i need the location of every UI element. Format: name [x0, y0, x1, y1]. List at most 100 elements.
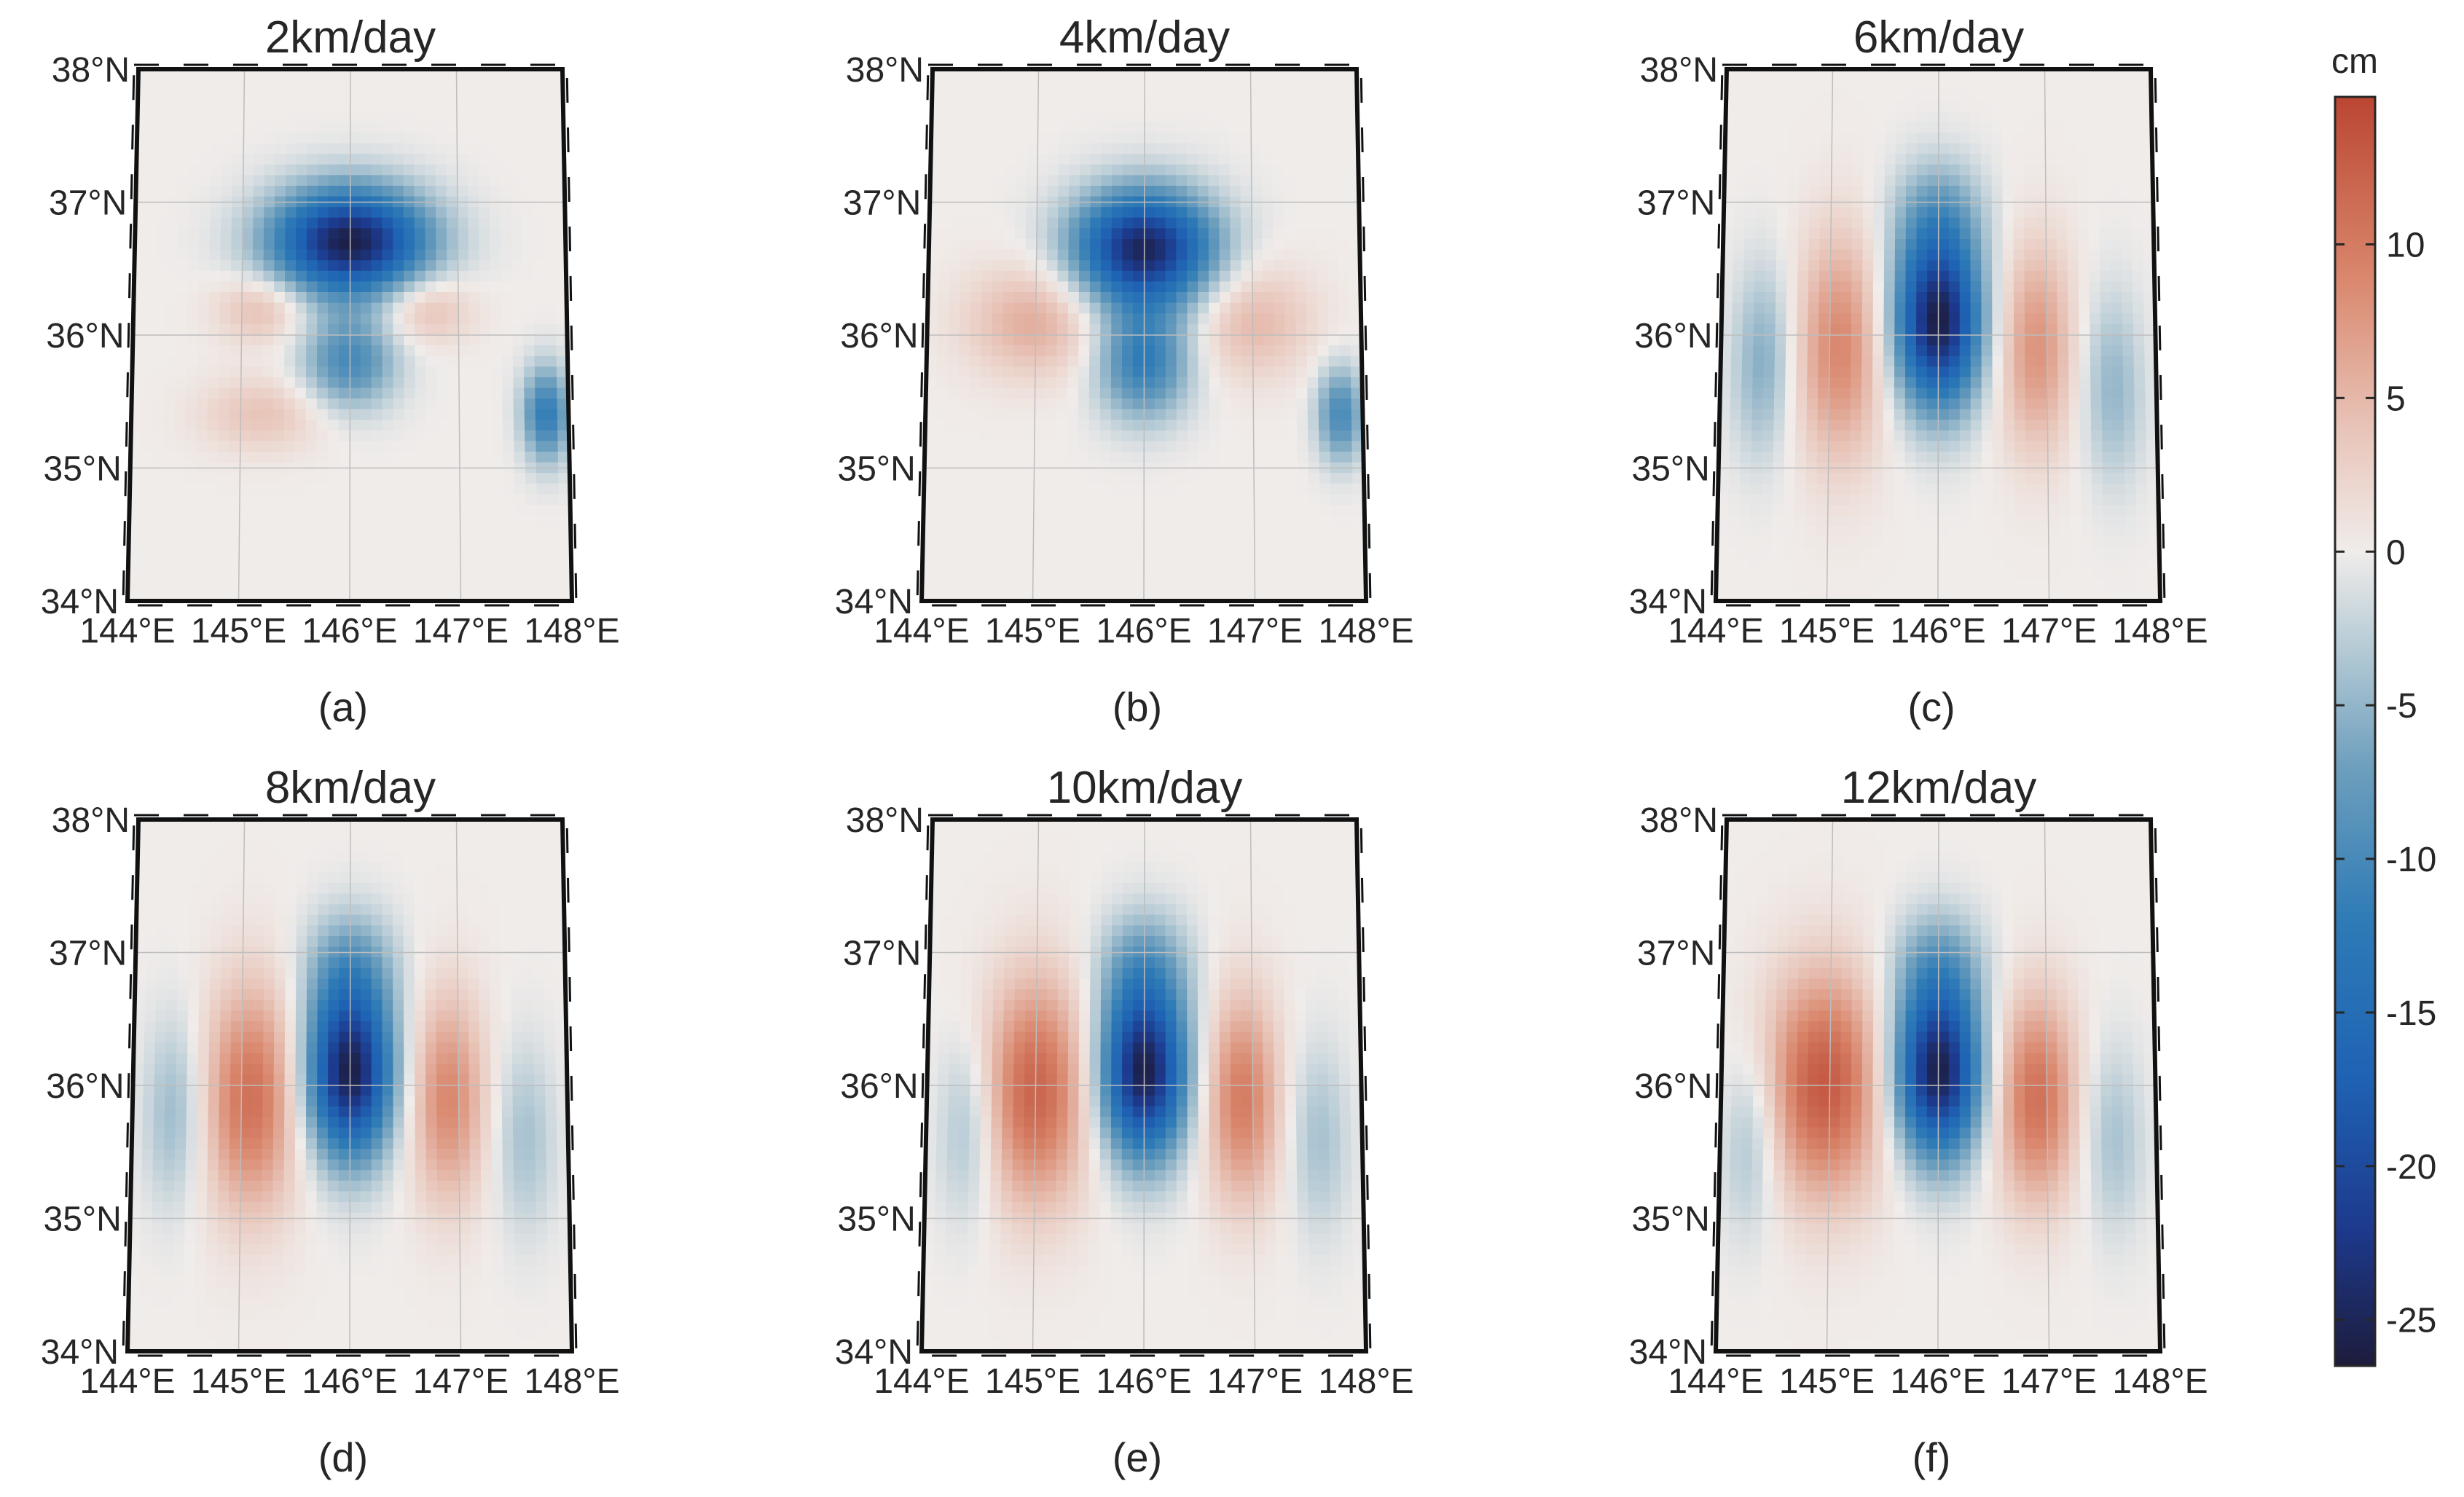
heat-cell — [1111, 239, 1123, 251]
heat-cell — [232, 111, 245, 123]
heat-cell — [1991, 207, 2004, 219]
heat-cell — [404, 473, 417, 485]
heat-cell — [481, 441, 493, 453]
heat-cell — [147, 101, 160, 112]
heat-cell — [470, 451, 482, 463]
heat-cell — [1088, 377, 1102, 389]
heat-cell — [205, 526, 218, 538]
heat-cell — [296, 154, 308, 165]
heat-cell — [393, 366, 405, 379]
heat-cell — [1319, 430, 1331, 442]
heat-cell — [2087, 143, 2100, 155]
heat-cell — [1010, 579, 1023, 592]
heat-cell — [525, 515, 538, 527]
heat-cell — [446, 207, 458, 219]
heat-cell — [1743, 292, 1755, 304]
heat-cell — [1035, 270, 1048, 283]
heat-cell — [1230, 217, 1242, 229]
heat-cell — [1112, 101, 1124, 112]
heat-cell — [168, 164, 180, 176]
heat-cell — [254, 143, 266, 155]
heat-cell — [1981, 313, 1993, 325]
heat-cell — [1874, 143, 1886, 155]
heat-cell — [535, 409, 548, 421]
heat-cell — [521, 186, 533, 197]
heat-cell — [1314, 101, 1326, 112]
heat-cell — [339, 302, 351, 315]
heat-cell — [532, 217, 545, 229]
heat-cell — [1337, 217, 1349, 229]
heat-cell — [1862, 207, 1875, 219]
heat-cell — [523, 345, 535, 357]
heat-cell — [1287, 547, 1300, 559]
heat-cell — [1024, 302, 1037, 315]
heat-cell — [1317, 334, 1330, 347]
heat-cell — [941, 154, 953, 165]
heat-cell — [1981, 292, 1993, 304]
heat-cell — [339, 154, 351, 165]
heat-cell — [1261, 133, 1274, 144]
heat-cell — [2002, 175, 2014, 187]
heat-cell — [404, 292, 416, 304]
heat-cell — [1820, 175, 1832, 187]
heat-cell — [318, 164, 330, 176]
heat-cell — [1032, 526, 1045, 538]
heat-cell — [179, 101, 192, 112]
heat-cell — [992, 334, 1004, 347]
heat-cell — [1088, 504, 1101, 516]
heat-cell — [2065, 143, 2079, 155]
heat-cell — [1970, 90, 1982, 102]
heat-cell — [961, 207, 973, 219]
heat-cell — [2108, 122, 2121, 134]
heat-cell — [382, 239, 394, 251]
heat-cell — [1241, 281, 1253, 294]
heat-cell — [1271, 90, 1284, 102]
heat-cell — [1021, 579, 1034, 592]
heat-cell — [1033, 494, 1045, 506]
heat-cell — [189, 122, 202, 134]
heat-cell — [1874, 101, 1886, 112]
heat-cell — [2056, 217, 2068, 229]
heat-cell — [338, 547, 350, 559]
heat-cell — [1335, 143, 1349, 155]
heat-cell — [146, 175, 159, 187]
heat-cell — [183, 557, 196, 570]
heat-cell — [180, 79, 192, 91]
heat-cell — [1197, 217, 1209, 229]
heat-cell — [1059, 111, 1071, 123]
heat-cell — [382, 409, 395, 421]
heat-cell — [415, 409, 428, 421]
heat-cell — [1090, 228, 1102, 240]
heat-cell — [500, 207, 512, 219]
heat-cell — [176, 270, 189, 283]
heat-cell — [1335, 122, 1348, 134]
heat-cell — [230, 260, 243, 272]
heat-cell — [1253, 494, 1266, 506]
heat-cell — [172, 526, 185, 538]
heat-cell — [1948, 111, 1961, 123]
heat-cell — [186, 345, 199, 357]
heat-cell — [2023, 186, 2036, 197]
heat-cell — [511, 270, 524, 283]
heat-cell — [285, 175, 298, 187]
heat-cell — [1057, 228, 1070, 240]
heat-cell — [956, 494, 969, 506]
heat-cell — [382, 313, 394, 325]
heat-cell — [1991, 90, 2004, 102]
heat-cell — [543, 239, 556, 251]
heat-cell — [1069, 133, 1081, 144]
heat-cell — [360, 323, 372, 336]
heat-cell — [176, 302, 189, 315]
heat-cell — [2067, 239, 2079, 251]
heat-cell — [536, 483, 549, 495]
heat-cell — [218, 409, 231, 421]
heat-cell — [1110, 473, 1123, 485]
heat-cell — [1938, 79, 1950, 91]
heat-cell — [1241, 420, 1255, 432]
heat-cell — [229, 377, 242, 389]
heat-cell — [393, 526, 406, 538]
heat-cell — [393, 217, 405, 229]
heat-cell — [1818, 270, 1832, 283]
heat-cell — [404, 568, 417, 581]
heat-cell — [973, 101, 986, 112]
